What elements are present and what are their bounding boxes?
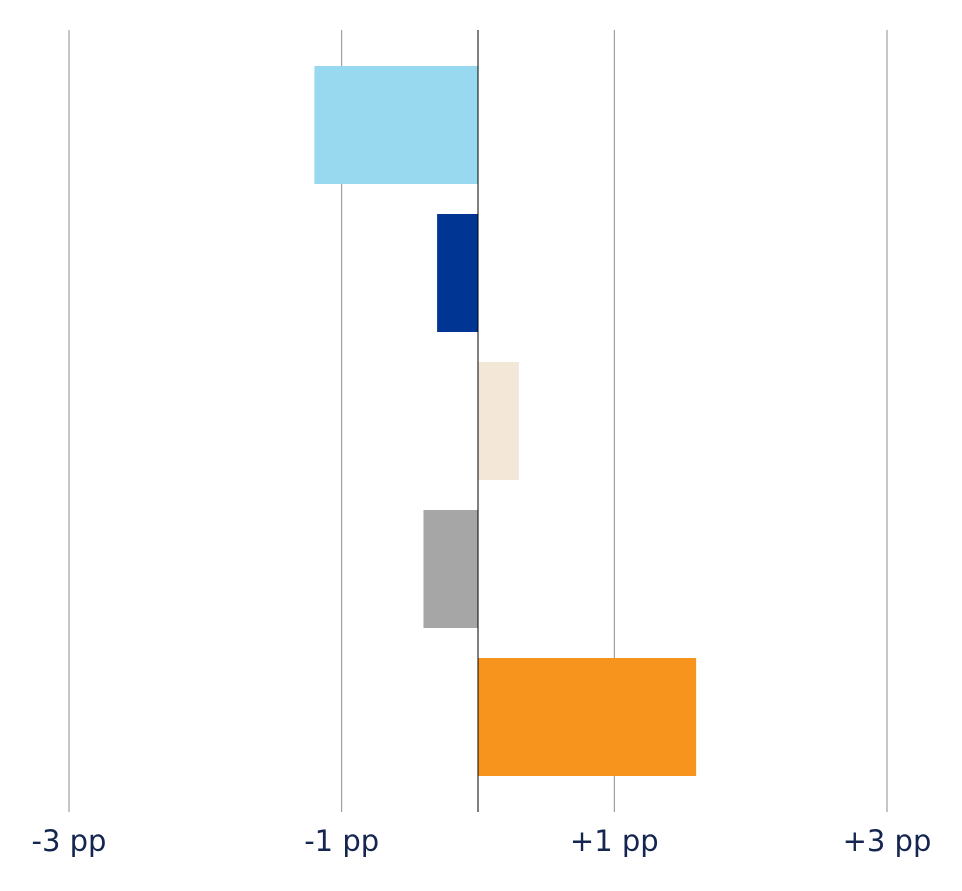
bar <box>478 362 519 480</box>
bar <box>437 214 478 332</box>
x-tick-label: +3 pp <box>843 824 932 858</box>
bar <box>423 510 478 628</box>
bar <box>478 658 697 776</box>
x-tick-label: +1 pp <box>570 824 659 858</box>
bar <box>314 66 478 184</box>
x-tick-label: -3 pp <box>32 824 107 858</box>
x-tick-label: -1 pp <box>304 824 379 858</box>
